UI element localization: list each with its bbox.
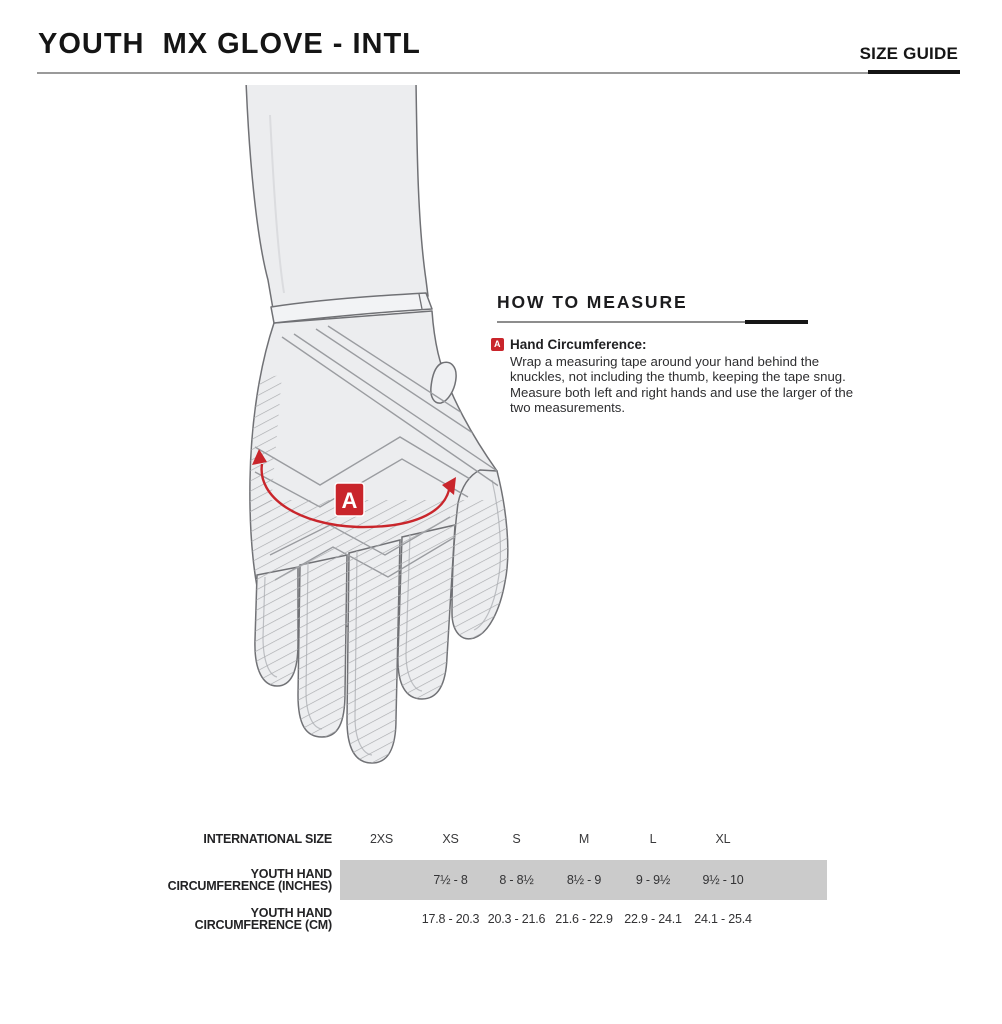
size-header-cell: L	[649, 832, 657, 846]
wrist-tab-loop	[430, 361, 457, 404]
header-rule	[37, 72, 958, 74]
measure-item-title: Hand Circumference:	[510, 337, 647, 352]
value-cell	[345, 900, 418, 938]
header-rule-accent	[868, 70, 960, 74]
size-header-cell: S	[512, 832, 521, 846]
value-cell: 20.3 - 21.6	[487, 912, 546, 926]
measure-arrow-right	[442, 477, 456, 495]
value-cell: 24.1 - 25.4	[694, 912, 752, 926]
how-to-measure-rule-accent	[745, 319, 808, 324]
inches-row-highlight-band	[340, 860, 827, 900]
value-cell: 17.8 - 20.3	[421, 912, 480, 926]
table-row-label: INTERNATIONAL SIZE	[203, 831, 332, 846]
table-row-label: YOUTH HAND CIRCUMFERENCE (INCHES)	[167, 866, 333, 893]
measure-marker-badge	[334, 482, 365, 517]
size-header-cell: XL	[715, 832, 731, 846]
size-header-cell: 2XS	[369, 832, 394, 846]
cuff-shape	[270, 292, 433, 324]
size-header-cell: M	[578, 832, 590, 846]
glove-diagram: A	[245, 85, 509, 764]
measure-arc	[260, 463, 451, 529]
marker-a-badge: A	[491, 338, 504, 351]
table-row-label: YOUTH HAND CIRCUMFERENCE (CM)	[194, 905, 333, 932]
measure-marker-label: A	[342, 488, 358, 513]
marker-a-label: A	[494, 339, 501, 349]
value-cell	[345, 860, 418, 900]
value-cell: 9 - 9½	[635, 873, 671, 887]
value-cell: 9½ - 10	[702, 873, 744, 887]
measure-arrow-left	[252, 449, 267, 465]
measure-item-body: Wrap a measuring tape around your hand b…	[510, 354, 854, 416]
how-to-measure-title: HOW TO MEASURE	[497, 292, 688, 312]
forearm-shape	[245, 85, 429, 310]
how-to-measure-rule	[497, 321, 808, 323]
size-header-cell: XS	[442, 832, 459, 846]
value-cell: 22.9 - 24.1	[624, 912, 682, 926]
value-cell: 8½ - 9	[566, 873, 602, 887]
size-table: INTERNATIONAL SIZE 2XS XS S M L XL YOUTH…	[0, 818, 830, 938]
page-title: YOUTH MX GLOVE - INTL	[38, 28, 421, 60]
size-guide-tab[interactable]: SIZE GUIDE	[859, 44, 958, 63]
value-cell: 8 - 8½	[499, 873, 534, 887]
value-cell: 21.6 - 22.9	[555, 912, 613, 926]
measure-instruction-item: A Hand Circumference: Wrap a measuring t…	[491, 337, 853, 416]
value-cell: 7½ - 8	[433, 873, 468, 887]
